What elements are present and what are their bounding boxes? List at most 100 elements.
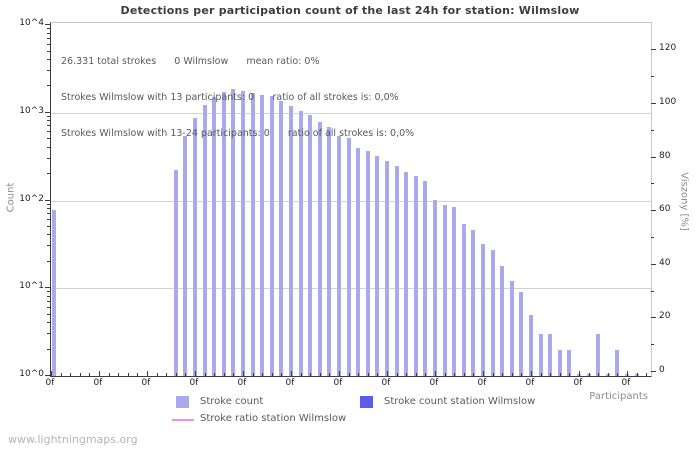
x-tick bbox=[387, 371, 388, 376]
bar bbox=[596, 334, 601, 376]
watermark: www.lightningmaps.org bbox=[8, 433, 138, 446]
x-tick bbox=[156, 373, 158, 376]
x-tick bbox=[137, 373, 139, 376]
y-right-axis-title: Viszony [%] bbox=[678, 172, 690, 231]
x-tick bbox=[454, 373, 456, 376]
x-tick bbox=[262, 373, 264, 376]
x-tick bbox=[348, 373, 350, 376]
y-left-tick-label: 10^3 bbox=[19, 105, 44, 116]
bar bbox=[212, 96, 217, 376]
bar bbox=[202, 105, 207, 376]
bar bbox=[567, 349, 572, 376]
bar bbox=[538, 334, 543, 376]
x-tick-label: 0f bbox=[45, 378, 55, 388]
x-tick bbox=[406, 373, 408, 376]
y-left-minor-tick bbox=[47, 260, 50, 262]
bar bbox=[298, 111, 303, 376]
x-tick bbox=[483, 371, 484, 376]
annotation-line-1: 26.331 total strokes 0 Wilmslow mean rat… bbox=[61, 56, 320, 67]
bar bbox=[375, 155, 380, 376]
y-right-tick-label: 80 bbox=[659, 150, 671, 161]
x-tick bbox=[89, 373, 91, 376]
x-tick bbox=[204, 373, 206, 376]
y-left-minor-tick bbox=[47, 125, 50, 127]
y-left-minor-tick bbox=[47, 157, 50, 159]
legend-swatch-stroke-count-station bbox=[360, 396, 373, 408]
y-left-minor-tick bbox=[47, 226, 50, 227]
y-left-tick bbox=[45, 287, 50, 289]
x-tick bbox=[300, 373, 302, 376]
grid-line bbox=[51, 288, 651, 290]
y-right-tick-label: 100 bbox=[659, 97, 677, 107]
y-right-tick bbox=[651, 263, 656, 265]
x-tick-label: 0f bbox=[285, 378, 295, 388]
x-tick bbox=[175, 373, 177, 376]
legend-line-stroke-ratio bbox=[172, 419, 194, 421]
bar bbox=[231, 89, 236, 376]
plot-area: 26.331 total strokes 0 Wilmslow mean rat… bbox=[50, 22, 652, 377]
bar bbox=[173, 169, 178, 376]
x-tick bbox=[60, 373, 62, 376]
y-left-tick-label: 10^1 bbox=[19, 281, 44, 292]
grid-line bbox=[51, 112, 651, 114]
x-tick bbox=[502, 373, 504, 376]
bar bbox=[250, 93, 255, 376]
x-tick bbox=[281, 373, 283, 376]
bar bbox=[241, 90, 245, 376]
bar bbox=[615, 349, 620, 376]
x-tick bbox=[291, 371, 292, 376]
y-left-minor-tick bbox=[47, 146, 50, 148]
legend-swatch-stroke-count bbox=[176, 396, 189, 408]
y-left-minor-tick bbox=[47, 313, 50, 315]
x-tick bbox=[70, 373, 72, 376]
bar bbox=[557, 349, 562, 376]
y-left-minor-tick bbox=[47, 322, 50, 324]
x-tick-label: 0f bbox=[93, 378, 103, 388]
x-tick bbox=[367, 373, 369, 376]
x-tick bbox=[214, 373, 216, 376]
y-left-tick bbox=[45, 199, 50, 201]
y-right-minor-tick bbox=[651, 76, 654, 78]
bar bbox=[529, 314, 533, 376]
x-tick-label: 0f bbox=[333, 378, 343, 388]
bar bbox=[413, 176, 418, 376]
x-tick-label: 0f bbox=[525, 378, 535, 388]
bar bbox=[385, 160, 389, 376]
x-tick-label: 0f bbox=[573, 378, 583, 388]
y-left-tick bbox=[45, 375, 50, 376]
x-tick bbox=[118, 373, 120, 376]
x-tick bbox=[310, 373, 312, 376]
x-tick bbox=[627, 371, 628, 376]
x-tick bbox=[319, 373, 321, 376]
bar bbox=[509, 281, 514, 376]
legend-label-stroke-count-station: Stroke count station Wilmslow bbox=[384, 396, 536, 407]
x-tick bbox=[607, 373, 609, 376]
x-tick bbox=[108, 373, 110, 376]
x-tick bbox=[329, 373, 331, 376]
bar bbox=[183, 135, 188, 376]
bar bbox=[317, 121, 322, 376]
bar bbox=[269, 95, 274, 376]
bar bbox=[423, 181, 428, 376]
x-tick bbox=[252, 373, 254, 376]
x-tick bbox=[195, 371, 196, 376]
y-left-tick-label: 10^4 bbox=[19, 18, 44, 29]
bar bbox=[471, 230, 476, 376]
y-left-minor-tick bbox=[47, 59, 50, 61]
x-tick bbox=[511, 373, 513, 376]
y-right-tick-label: 120 bbox=[659, 43, 677, 54]
y-right-tick bbox=[651, 210, 656, 212]
bar bbox=[193, 118, 197, 376]
y-left-minor-tick bbox=[47, 245, 50, 247]
x-tick bbox=[646, 373, 648, 376]
bar bbox=[289, 105, 293, 376]
y-left-minor-tick bbox=[47, 173, 50, 175]
x-tick bbox=[435, 371, 436, 376]
bar bbox=[442, 204, 447, 376]
y-left-minor-tick bbox=[47, 333, 50, 335]
x-tick-label: 0f bbox=[477, 378, 487, 388]
y-right-tick-label: 60 bbox=[659, 204, 671, 215]
y-left-minor-tick bbox=[47, 115, 50, 117]
x-tick-label: 0f bbox=[429, 378, 439, 388]
x-tick bbox=[569, 373, 571, 376]
